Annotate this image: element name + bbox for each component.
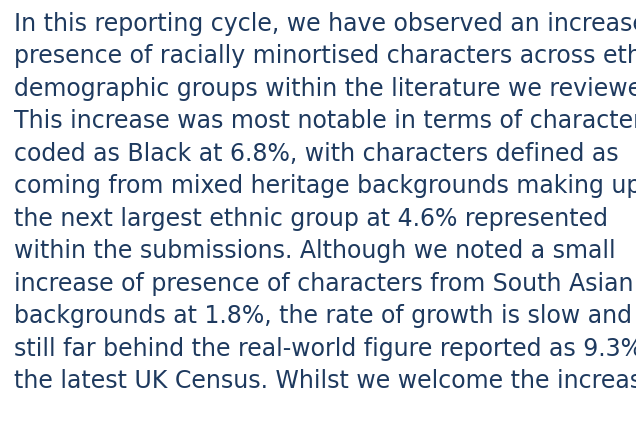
Text: the next largest ethnic group at 4.6% represented: the next largest ethnic group at 4.6% re… [14,207,608,231]
Text: within the submissions. Although we noted a small: within the submissions. Although we note… [14,239,616,263]
Text: In this reporting cycle, we have observed an increase in: In this reporting cycle, we have observe… [14,12,636,36]
Text: coded as Black at 6.8%, with characters defined as: coded as Black at 6.8%, with characters … [14,142,619,166]
Text: still far behind the real-world figure reported as 9.3% in: still far behind the real-world figure r… [14,337,636,361]
Text: the latest UK Census. Whilst we welcome the increases: the latest UK Census. Whilst we welcome … [14,369,636,393]
Text: demographic groups within the literature we reviewed.: demographic groups within the literature… [14,77,636,101]
Text: presence of racially minortised characters across ethnic: presence of racially minortised characte… [14,44,636,68]
Text: This increase was most notable in terms of characters: This increase was most notable in terms … [14,109,636,133]
Text: increase of presence of characters from South Asian: increase of presence of characters from … [14,272,633,296]
Text: coming from mixed heritage backgrounds making up: coming from mixed heritage backgrounds m… [14,174,636,198]
Text: backgrounds at 1.8%, the rate of growth is slow and: backgrounds at 1.8%, the rate of growth … [14,304,632,328]
